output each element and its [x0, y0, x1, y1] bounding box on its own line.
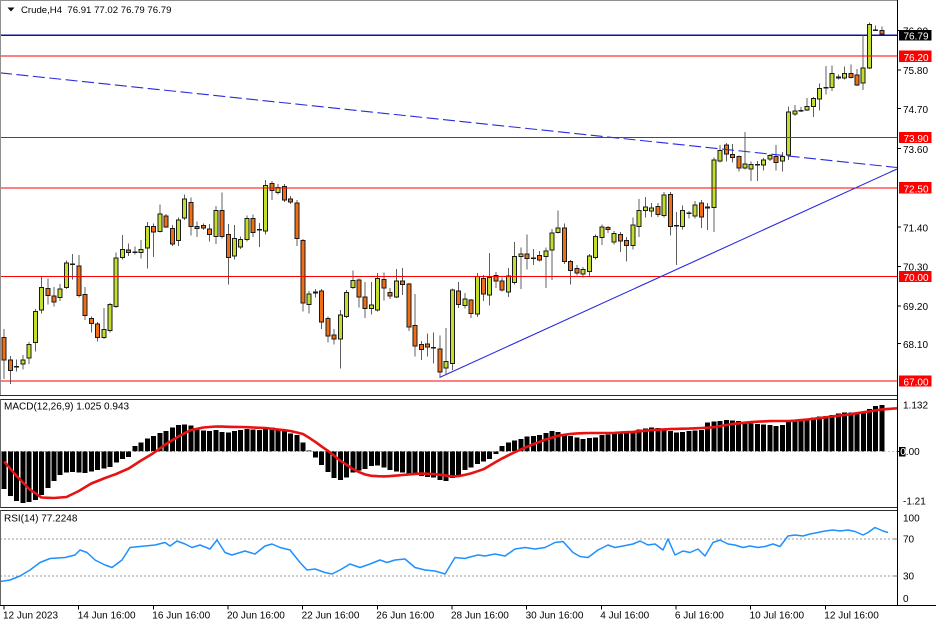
svg-text:67.00: 67.00: [904, 378, 929, 389]
svg-text:10 Jul 16:00: 10 Jul 16:00: [750, 611, 805, 622]
svg-text:0: 0: [900, 447, 906, 458]
svg-text:71.40: 71.40: [903, 223, 928, 234]
svg-text:100: 100: [903, 514, 920, 525]
svg-text:6 Jul 16:00: 6 Jul 16:00: [675, 611, 724, 622]
svg-text:Crude,H4 76.91 77.02 76.79 76: Crude,H4 76.91 77.02 76.79 76.79: [21, 5, 171, 16]
svg-text:4 Jul 16:00: 4 Jul 16:00: [600, 611, 649, 622]
svg-text:20 Jun 16:00: 20 Jun 16:00: [227, 611, 285, 622]
svg-text:-1.21: -1.21: [903, 497, 926, 508]
svg-text:.00: .00: [906, 447, 920, 458]
svg-text:12 Jul 16:00: 12 Jul 16:00: [824, 611, 879, 622]
svg-text:1.132: 1.132: [903, 400, 928, 411]
svg-text:70: 70: [903, 535, 915, 546]
svg-text:22 Jun 16:00: 22 Jun 16:00: [302, 611, 360, 622]
svg-text:0: 0: [903, 594, 909, 605]
svg-text:28 Jun 16:00: 28 Jun 16:00: [451, 611, 509, 622]
svg-text:75.80: 75.80: [903, 66, 928, 77]
svg-text:30 Jun 16:00: 30 Jun 16:00: [526, 611, 584, 622]
svg-text:68.10: 68.10: [903, 340, 928, 351]
svg-text:30: 30: [903, 572, 915, 583]
svg-text:70.30: 70.30: [903, 263, 928, 274]
svg-text:76.20: 76.20: [904, 53, 929, 64]
svg-text:MACD(12,26,9) 1.025 0.943: MACD(12,26,9) 1.025 0.943: [4, 402, 130, 413]
svg-text:74.70: 74.70: [903, 105, 928, 116]
svg-text:73.60: 73.60: [903, 145, 928, 156]
svg-text:14 Jun 16:00: 14 Jun 16:00: [78, 611, 136, 622]
svg-text:72.50: 72.50: [904, 184, 929, 195]
svg-text:RSI(14) 77.2248: RSI(14) 77.2248: [4, 514, 78, 525]
svg-text:76.79: 76.79: [904, 31, 929, 42]
svg-text:69.20: 69.20: [903, 302, 928, 313]
svg-text:26 Jun 16:00: 26 Jun 16:00: [376, 611, 434, 622]
svg-text:12 Jun 2023: 12 Jun 2023: [3, 611, 58, 622]
svg-text:70.00: 70.00: [904, 273, 929, 284]
svg-text:73.90: 73.90: [904, 134, 929, 145]
svg-text:16 Jun 16:00: 16 Jun 16:00: [152, 611, 210, 622]
